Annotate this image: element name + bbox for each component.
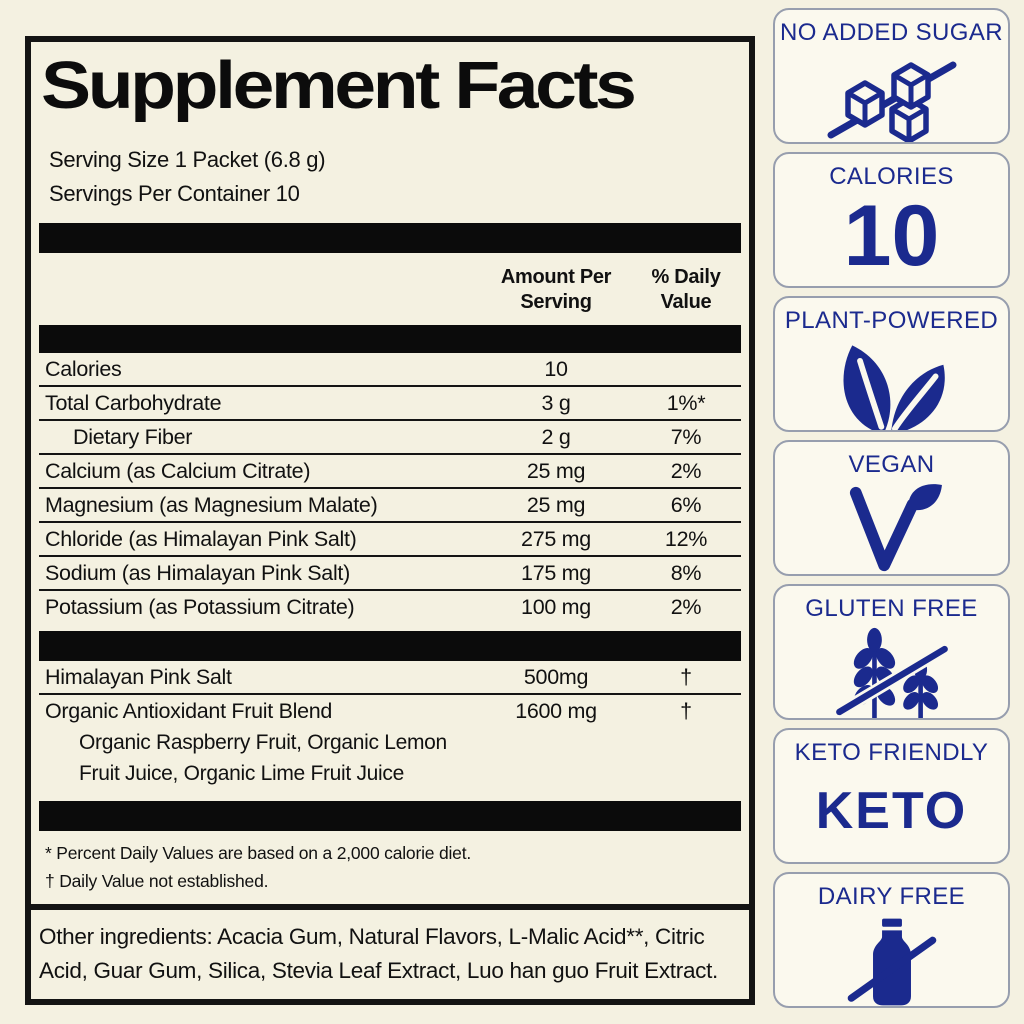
supplement-facts-title: Supplement Facts bbox=[41, 48, 637, 123]
table-row: Potassium (as Potassium Citrate) 100 mg … bbox=[39, 591, 741, 623]
nutrient-daily-value: † bbox=[680, 698, 692, 723]
badge-title: GLUTEN FREE bbox=[805, 595, 978, 622]
nutrient-amount: 25 mg bbox=[526, 492, 586, 517]
nutrient-name: Chloride (as Himalayan Pink Salt) bbox=[45, 526, 357, 551]
nutrient-amount: 3 g bbox=[541, 390, 571, 415]
badge-title: NO ADDED SUGAR bbox=[780, 19, 1003, 46]
divider-bar-mid bbox=[39, 631, 741, 661]
nutrient-name: Calcium (as Calcium Citrate) bbox=[45, 458, 311, 483]
calories-value: 10 bbox=[843, 188, 940, 284]
nutrient-name: Sodium (as Himalayan Pink Salt) bbox=[45, 560, 350, 585]
badge-vegan: VEGAN bbox=[773, 440, 1010, 576]
nutrient-daily-value: † bbox=[680, 664, 692, 689]
nutrient-amount: 500mg bbox=[523, 664, 589, 689]
nutrient-amount: 1600 mg bbox=[515, 698, 597, 723]
section-divider bbox=[31, 904, 749, 910]
table-row: Dietary Fiber 2 g 7% bbox=[39, 421, 741, 455]
badge-title: VEGAN bbox=[848, 451, 935, 478]
badge-calories: CALORIES 10 bbox=[773, 152, 1010, 288]
nutrient-amount: 10 bbox=[544, 356, 568, 381]
nutrient-amount: 2 g bbox=[541, 424, 571, 449]
blend-ingredient-line: Organic Raspberry Fruit, Organic Lemon bbox=[79, 731, 447, 754]
no-added-sugar-icon bbox=[827, 61, 956, 142]
footnotes: * Percent Daily Values are based on a 2,… bbox=[45, 839, 741, 895]
divider-bar-header bbox=[39, 325, 741, 353]
badge-gluten-free: GLUTEN FREE bbox=[773, 584, 1010, 720]
table-row: Organic Antioxidant Fruit Blend 1600 mg … bbox=[39, 695, 741, 727]
column-headers: Amount Per Serving % Daily Value bbox=[39, 253, 741, 325]
nutrient-name: Himalayan Pink Salt bbox=[45, 664, 232, 689]
no-wheat-icon bbox=[832, 627, 951, 718]
badge-title: DAIRY FREE bbox=[817, 883, 966, 910]
table-row: Sodium (as Himalayan Pink Salt) 175 mg 8… bbox=[39, 557, 741, 591]
divider-bar-bottom bbox=[39, 801, 741, 831]
blend-table: Himalayan Pink Salt 500mg † Organic Anti… bbox=[39, 661, 741, 727]
table-row: Himalayan Pink Salt 500mg † bbox=[39, 661, 741, 695]
daily-value-header: % Daily Value bbox=[651, 266, 721, 313]
blend-ingredient-line: Fruit Juice, Organic Lime Fruit Juice bbox=[79, 762, 405, 785]
blend-ingredients: Organic Raspberry Fruit, Organic Lemon F… bbox=[39, 727, 741, 789]
nutrient-name: Magnesium (as Magnesium Malate) bbox=[45, 492, 378, 517]
table-row: Calcium (as Calcium Citrate) 25 mg 2% bbox=[39, 455, 741, 489]
nutrient-name: Potassium (as Potassium Citrate) bbox=[45, 594, 355, 619]
badge-dairy-free: DAIRY FREE bbox=[773, 872, 1010, 1008]
nutrient-amount: 100 mg bbox=[521, 594, 591, 619]
badge-title: CALORIES bbox=[829, 163, 954, 190]
table-row: Total Carbohydrate 3 g 1%* bbox=[39, 387, 741, 421]
nutrient-name: Total Carbohydrate bbox=[45, 390, 222, 415]
amount-per-serving-header: Amount Per Serving bbox=[500, 266, 612, 313]
nutrient-daily-value: 7% bbox=[670, 424, 702, 449]
nutrient-name: Organic Antioxidant Fruit Blend bbox=[45, 698, 333, 723]
table-row: Chloride (as Himalayan Pink Salt) 275 mg… bbox=[39, 523, 741, 557]
keto-text: KETO bbox=[815, 782, 968, 840]
nutrient-daily-value: 2% bbox=[670, 594, 702, 619]
no-dairy-bottle-icon bbox=[847, 918, 936, 1006]
plant-leaves-icon bbox=[843, 345, 945, 430]
table-row: Calories 10 bbox=[39, 353, 741, 387]
nutrient-table: Calories 10 Total Carbohydrate 3 g 1%* D… bbox=[39, 353, 741, 623]
divider-bar-top bbox=[39, 223, 741, 253]
table-row: Magnesium (as Magnesium Malate) 25 mg 6% bbox=[39, 489, 741, 523]
supplement-facts-panel: Supplement Facts Serving Size 1 Packet (… bbox=[25, 36, 755, 1005]
nutrient-name: Dietary Fiber bbox=[73, 424, 193, 449]
nutrient-amount: 275 mg bbox=[521, 526, 591, 551]
nutrient-name: Calories bbox=[45, 356, 122, 381]
badge-plant-powered: PLANT-POWERED bbox=[773, 296, 1010, 432]
badge-keto-friendly: KETO FRIENDLY KETO bbox=[773, 728, 1010, 864]
nutrient-amount: 25 mg bbox=[526, 458, 586, 483]
footnote-line: * Percent Daily Values are based on a 2,… bbox=[45, 843, 472, 863]
nutrient-amount: 175 mg bbox=[521, 560, 591, 585]
badge-no-added-sugar: NO ADDED SUGAR bbox=[773, 8, 1010, 144]
serving-info: Serving Size 1 Packet (6.8 g) Servings P… bbox=[49, 143, 749, 211]
badge-column: NO ADDED SUGAR CALORIES 10 PLANT-PO bbox=[773, 8, 1010, 1008]
nutrient-daily-value: 8% bbox=[670, 560, 702, 585]
other-ingredients-text: Other ingredients: Acacia Gum, Natural F… bbox=[39, 924, 719, 983]
nutrient-daily-value: 2% bbox=[670, 458, 702, 483]
nutrient-daily-value: 6% bbox=[670, 492, 702, 517]
badge-title: PLANT-POWERED bbox=[784, 307, 999, 334]
nutrient-daily-value: 12% bbox=[664, 526, 708, 551]
nutrient-daily-value: 1%* bbox=[666, 390, 706, 415]
serving-size-text: Serving Size 1 Packet (6.8 g) bbox=[49, 147, 326, 172]
servings-per-container-text: Servings Per Container 10 bbox=[49, 181, 300, 206]
badge-title: KETO FRIENDLY bbox=[794, 739, 989, 766]
vegan-v-leaf-icon bbox=[849, 484, 942, 572]
footnote-line: † Daily Value not established. bbox=[45, 871, 269, 891]
